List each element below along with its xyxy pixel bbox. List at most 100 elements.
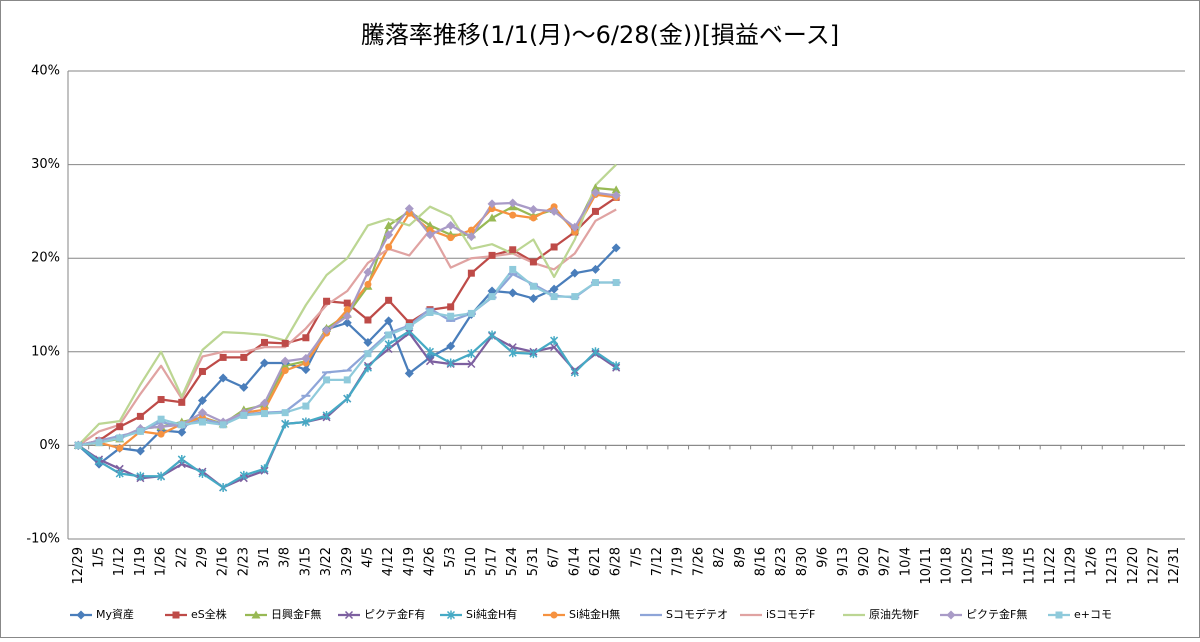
marker: [198, 468, 207, 478]
marker: [343, 306, 351, 314]
x-tick-label: 9/6: [816, 547, 831, 568]
legend-label: iSコモデF: [766, 607, 815, 621]
marker: [219, 353, 227, 361]
x-tick-label: 8/23: [774, 547, 789, 576]
marker: [528, 293, 538, 303]
x-tick-label: 3/15: [298, 547, 313, 576]
marker: [446, 220, 456, 230]
marker: [136, 412, 144, 420]
chart-title: 騰落率推移(1/1(月)～6/28(金))[損益ベース]: [361, 21, 839, 49]
marker: [467, 309, 475, 317]
series-line: [77, 163, 617, 447]
x-tick-label: 2/9: [195, 547, 210, 568]
marker: [74, 441, 82, 449]
marker: [946, 610, 956, 620]
marker: [508, 198, 518, 208]
marker: [549, 284, 559, 294]
marker: [219, 483, 228, 493]
marker: [405, 323, 413, 331]
x-tick-label: 3/8: [278, 547, 293, 568]
marker: [363, 337, 373, 347]
marker: [425, 230, 435, 240]
marker: [425, 347, 435, 357]
marker: [156, 422, 166, 432]
x-tick-label: 4/12: [381, 547, 396, 576]
marker: [322, 410, 331, 420]
x-tick-label: 4/19: [402, 547, 417, 576]
marker: [385, 243, 393, 251]
x-tick-label: 1/19: [133, 547, 148, 576]
marker: [136, 427, 144, 435]
marker: [487, 213, 497, 222]
marker: [116, 434, 124, 442]
marker: [488, 205, 496, 213]
marker: [116, 423, 124, 431]
marker: [571, 293, 579, 301]
x-tick-label: 7/12: [650, 547, 665, 576]
marker: [343, 299, 351, 307]
marker: [404, 204, 414, 214]
x-tick-label: 6/28: [609, 547, 624, 576]
legend-label: e+コモ: [1074, 608, 1112, 621]
x-tick-label: 9/27: [878, 547, 893, 576]
legend-label: Si純金H無: [569, 607, 620, 621]
marker: [425, 220, 435, 229]
x-tick-label: 6/7: [547, 547, 562, 568]
marker: [157, 471, 166, 481]
marker: [529, 282, 537, 290]
marker: [488, 293, 496, 301]
marker: [611, 190, 621, 200]
x-tick-label: 11/1: [981, 547, 996, 576]
marker: [550, 293, 558, 301]
x-tick-label: 1/12: [112, 547, 127, 576]
marker: [260, 464, 269, 474]
marker: [590, 183, 600, 192]
marker: [136, 471, 145, 481]
marker: [590, 188, 600, 198]
marker: [115, 468, 124, 478]
legend-label: 日興金F無: [271, 607, 321, 621]
x-tick-label: 4/26: [422, 547, 437, 576]
marker: [364, 316, 372, 324]
marker: [384, 230, 394, 240]
marker: [509, 265, 517, 273]
marker: [281, 409, 289, 417]
x-tick-label: 5/17: [485, 547, 500, 576]
x-tick-label: 12/31: [1167, 547, 1182, 584]
marker: [363, 363, 372, 373]
x-tick-label: 5/3: [443, 547, 458, 568]
marker: [344, 610, 354, 620]
x-tick-label: 9/13: [836, 547, 851, 576]
marker: [302, 359, 310, 367]
marker: [95, 439, 103, 447]
x-tick-label: 11/29: [1064, 547, 1079, 584]
marker: [426, 226, 434, 234]
marker: [260, 398, 270, 408]
marker: [364, 280, 372, 288]
marker: [447, 312, 455, 320]
marker: [447, 234, 455, 242]
marker: [261, 410, 269, 418]
marker: [178, 398, 186, 406]
marker: [178, 421, 186, 429]
x-tick-label: 10/25: [960, 547, 975, 584]
marker: [219, 421, 227, 429]
marker: [570, 367, 579, 377]
legend-label: Si純金H有: [466, 607, 517, 621]
x-tick-label: 12/27: [1146, 547, 1161, 584]
marker: [550, 203, 558, 211]
y-tick-label: 0%: [39, 438, 60, 453]
y-tick-label: 10%: [31, 344, 60, 359]
marker: [302, 402, 310, 410]
x-tick-label: 1/5: [92, 547, 107, 568]
x-tick-label: 2/16: [216, 547, 231, 576]
x-tick-label: 5/31: [526, 547, 541, 576]
x-tick-label: 3/29: [340, 547, 355, 576]
marker: [612, 279, 620, 287]
marker: [157, 415, 165, 423]
legend-label: My資産: [96, 608, 134, 621]
x-tick-label: 6/21: [588, 547, 603, 576]
x-tick-label: 5/10: [464, 547, 479, 576]
marker: [135, 446, 145, 456]
x-tick-label: 8/16: [753, 547, 768, 576]
